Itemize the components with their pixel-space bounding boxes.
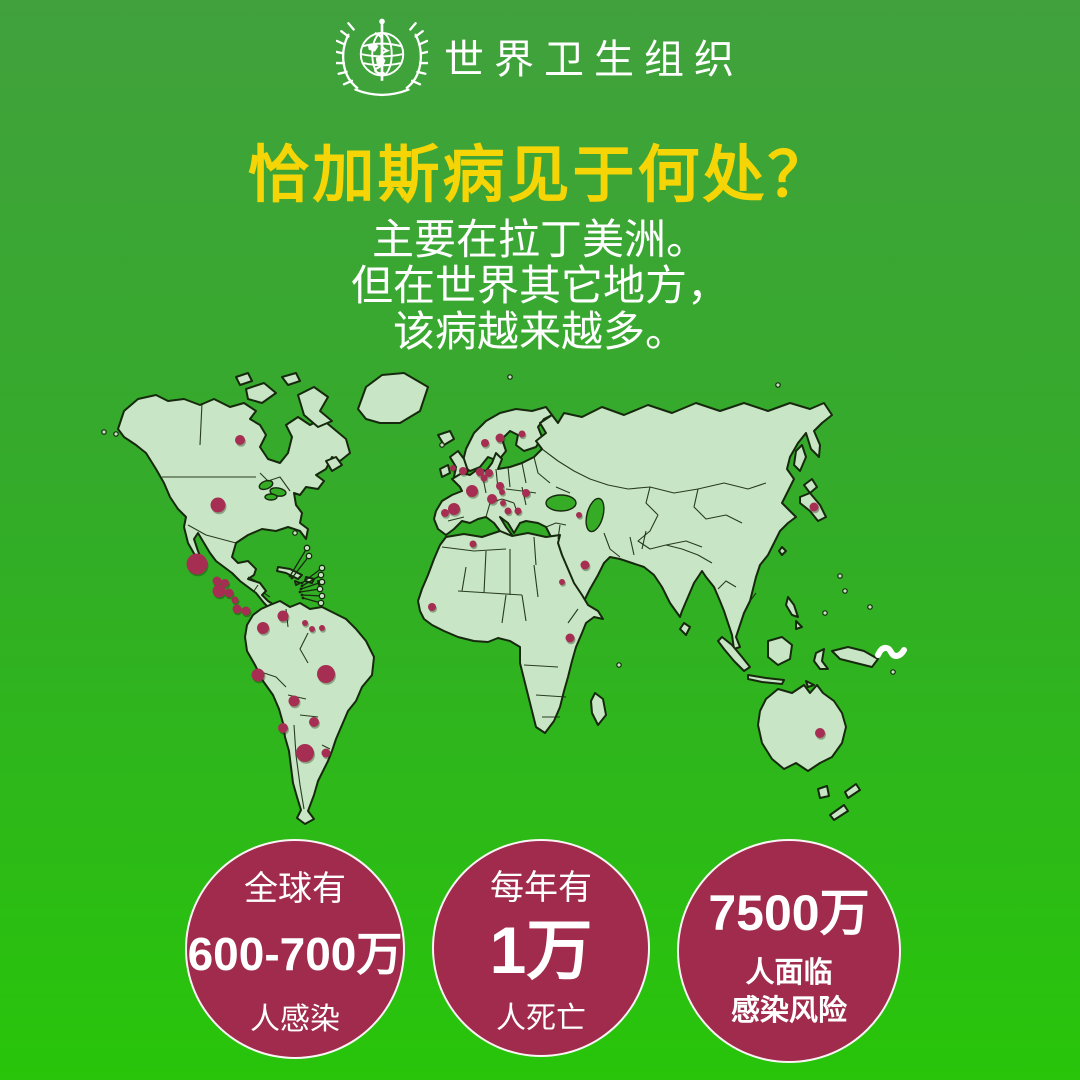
- subtitle-line: 主要在拉丁美洲。: [371, 218, 708, 264]
- island-sulawesi: [813, 648, 829, 670]
- continent-africa: [417, 530, 604, 734]
- island-timor: [805, 680, 815, 688]
- stat-caption: 感染风险: [730, 995, 847, 1027]
- world-map-svg: [101, 372, 907, 825]
- stat-intro: 每年有: [490, 869, 592, 907]
- org-name: 世界卫生组织: [444, 38, 744, 82]
- stat-global-infected: 全球有 600-700万 人感染: [185, 839, 405, 1059]
- island-jamaica: [294, 580, 301, 586]
- stat-caption: 人感染: [250, 1002, 340, 1036]
- stat-caption: 人死亡: [496, 1001, 586, 1035]
- great-lake: [264, 493, 278, 501]
- stat-intro: 全球有: [244, 870, 346, 908]
- continent-south-america: [244, 600, 375, 825]
- caspian-sea: [585, 497, 605, 533]
- arctic-islet: [281, 372, 301, 386]
- stat-value: 600-700万: [187, 927, 403, 980]
- case-distribution-dots: [186, 430, 826, 764]
- great-lake: [258, 479, 274, 491]
- island-tasmania: [817, 785, 830, 799]
- stat-at-risk: 7500万 人面临 感染风险: [677, 839, 901, 1063]
- black-sea: [545, 494, 577, 512]
- continents: [117, 372, 879, 825]
- island-victoria: [245, 382, 277, 404]
- small-island-markers: [101, 374, 896, 675]
- island-nz-south: [829, 804, 849, 821]
- subtitle-line: 但在世界其它地方，: [350, 264, 729, 310]
- arctic-islet: [235, 372, 253, 386]
- island-madagascar: [590, 692, 607, 726]
- island-cuba: [276, 566, 303, 580]
- island-ireland: [439, 464, 451, 478]
- island-baffin: [297, 386, 333, 428]
- island-sumatra: [717, 636, 751, 672]
- subtitle-line: 该病越来越多。: [392, 310, 687, 356]
- island-sakhalin: [793, 444, 807, 472]
- island-newfoundland: [325, 456, 343, 472]
- continent-north-america: [117, 394, 351, 610]
- island-iceland: [437, 430, 455, 446]
- island-greenland: [357, 372, 429, 424]
- world-map: [90, 365, 990, 835]
- island-mindanao: [795, 620, 803, 630]
- island-nz-north: [844, 783, 861, 799]
- stat-value: 1万: [489, 912, 593, 987]
- island-hokkaido: [803, 478, 818, 494]
- header: 世界卫生组织: [0, 8, 1080, 104]
- stat-caption: 人面临: [745, 956, 833, 989]
- island-philippines: [785, 596, 799, 618]
- island-java: [747, 674, 785, 685]
- island-taiwan: [778, 546, 787, 556]
- stat-value: 7500万: [708, 884, 870, 941]
- who-logo-icon: [336, 18, 428, 97]
- inland-seas: [258, 479, 605, 533]
- page-title: 恰加斯病见于何处？: [247, 142, 833, 210]
- subtitle: 主要在拉丁美洲。 但在世界其它地方， 该病越来越多。: [0, 218, 1080, 356]
- pacific-squiggle: [875, 644, 907, 659]
- island-new-guinea: [831, 646, 879, 668]
- stat-annual-deaths: 每年有 1万 人死亡: [432, 839, 650, 1057]
- continent-eurasia: [433, 402, 833, 650]
- island-borneo: [767, 636, 793, 666]
- caribbean-pins: [288, 544, 326, 607]
- continent-australia: [757, 684, 847, 772]
- island-sri-lanka: [679, 622, 691, 636]
